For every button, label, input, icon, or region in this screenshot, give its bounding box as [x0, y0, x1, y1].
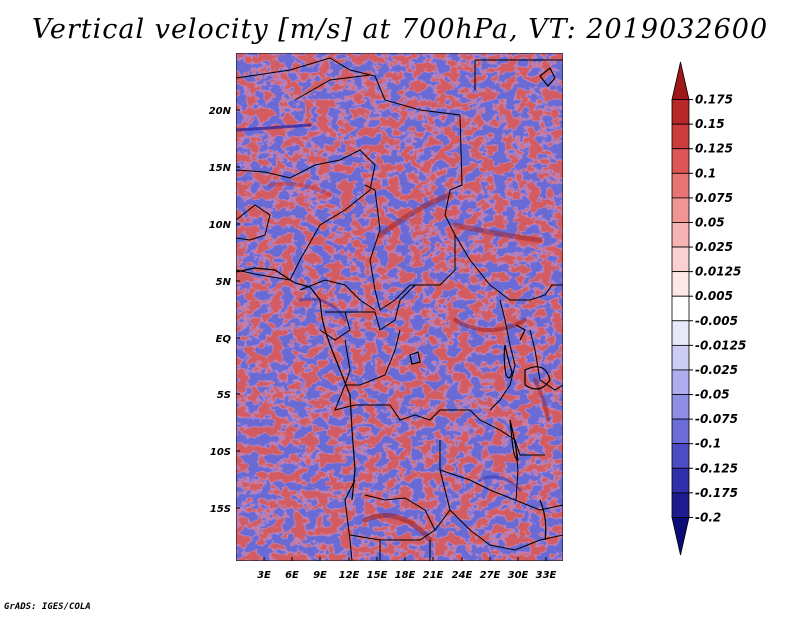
colorbar-swatch: [671, 394, 690, 420]
country-borders: [236, 57, 563, 561]
lon-label: 12E: [339, 570, 360, 581]
colorbar-swatch: [671, 517, 690, 556]
colorbar-swatch: [671, 271, 690, 297]
lon-label: 30E: [508, 570, 529, 581]
lon-label: 24E: [452, 570, 473, 581]
colorbar-swatch: [671, 148, 690, 174]
colorbar: 0.175 0.15 0.125 0.1 0.075 0.05 0.025 0.0125 0.0…: [671, 61, 746, 556]
longitude-ticks: [263, 557, 547, 561]
colorbar-label: -0.2: [695, 510, 721, 524]
colorbar-label: 0.1: [695, 166, 716, 180]
colorbar-swatch: [671, 467, 690, 494]
lon-label: 3E: [257, 570, 271, 581]
colorbar-swatch: [671, 61, 690, 100]
colorbar-label: -0.1: [695, 437, 721, 451]
colorbar-swatch: [671, 123, 690, 150]
latitude-ticks: [236, 109, 240, 509]
lat-label: 15N: [209, 163, 232, 174]
colorbar-label: -0.0125: [695, 338, 746, 352]
lon-label: 9E: [313, 570, 327, 581]
colorbar-label: 0.175: [695, 93, 733, 107]
lon-label: 27E: [480, 570, 501, 581]
colorbar-swatch: [671, 246, 690, 273]
colorbar-label: -0.005: [695, 314, 738, 328]
lat-label: EQ: [216, 334, 232, 345]
colorbar-swatch: [671, 369, 690, 395]
map-panel: [236, 53, 563, 561]
lat-label: 15S: [210, 504, 231, 515]
lon-label: 18E: [395, 570, 416, 581]
colorbar-label: -0.125: [695, 461, 738, 475]
colorbar-swatch: [671, 418, 690, 445]
lon-label: 15E: [367, 570, 388, 581]
colorbar-label: 0.0125: [695, 265, 741, 279]
lat-label: 10S: [210, 447, 231, 458]
colorbar-swatch: [671, 492, 690, 518]
lon-label: 21E: [423, 570, 444, 581]
coastlines: [236, 67, 556, 541]
colorbar-swatch: [671, 99, 690, 125]
colorbar-label: -0.05: [695, 388, 730, 402]
colorbar-swatch: [671, 222, 690, 248]
footer-credit: GrADS: IGES/COLA: [4, 602, 91, 612]
colorbar-swatch: [671, 172, 690, 199]
lat-label: 5N: [216, 277, 232, 288]
colorbar-swatch: [671, 344, 690, 371]
latitude-axis: 20N 15N 10N 5N EQ 5S 10S 15S: [209, 106, 232, 515]
colorbar-label: 0.075: [695, 191, 733, 205]
colorbar-label: 0.125: [695, 142, 733, 156]
lat-label: 5S: [217, 390, 231, 401]
colorbar-label: -0.175: [695, 486, 738, 500]
colorbar-label: 0.025: [695, 240, 733, 254]
lon-label: 6E: [285, 570, 299, 581]
longitude-axis: 3E 6E 9E 12E 15E 18E 21E 24E 27E 30E 33E: [257, 570, 556, 581]
colorbar-label: 0.05: [695, 215, 725, 229]
colorbar-swatch: [671, 295, 690, 322]
lat-label: 20N: [209, 106, 232, 117]
colorbar-swatch: [671, 443, 690, 469]
colorbar-label: 0.15: [695, 117, 725, 131]
colorbar-swatch: [671, 197, 690, 223]
chart-title: Vertical velocity [m/s] at 700hPa, VT: 2…: [31, 14, 769, 45]
colorbar-label: -0.075: [695, 412, 738, 426]
lat-label: 10N: [209, 220, 232, 231]
colorbar-label: -0.025: [695, 363, 738, 377]
colorbar-label: 0.005: [695, 289, 733, 303]
colorbar-swatch: [671, 320, 690, 346]
velocity-streaks: [236, 123, 550, 543]
lon-label: 33E: [536, 570, 557, 581]
